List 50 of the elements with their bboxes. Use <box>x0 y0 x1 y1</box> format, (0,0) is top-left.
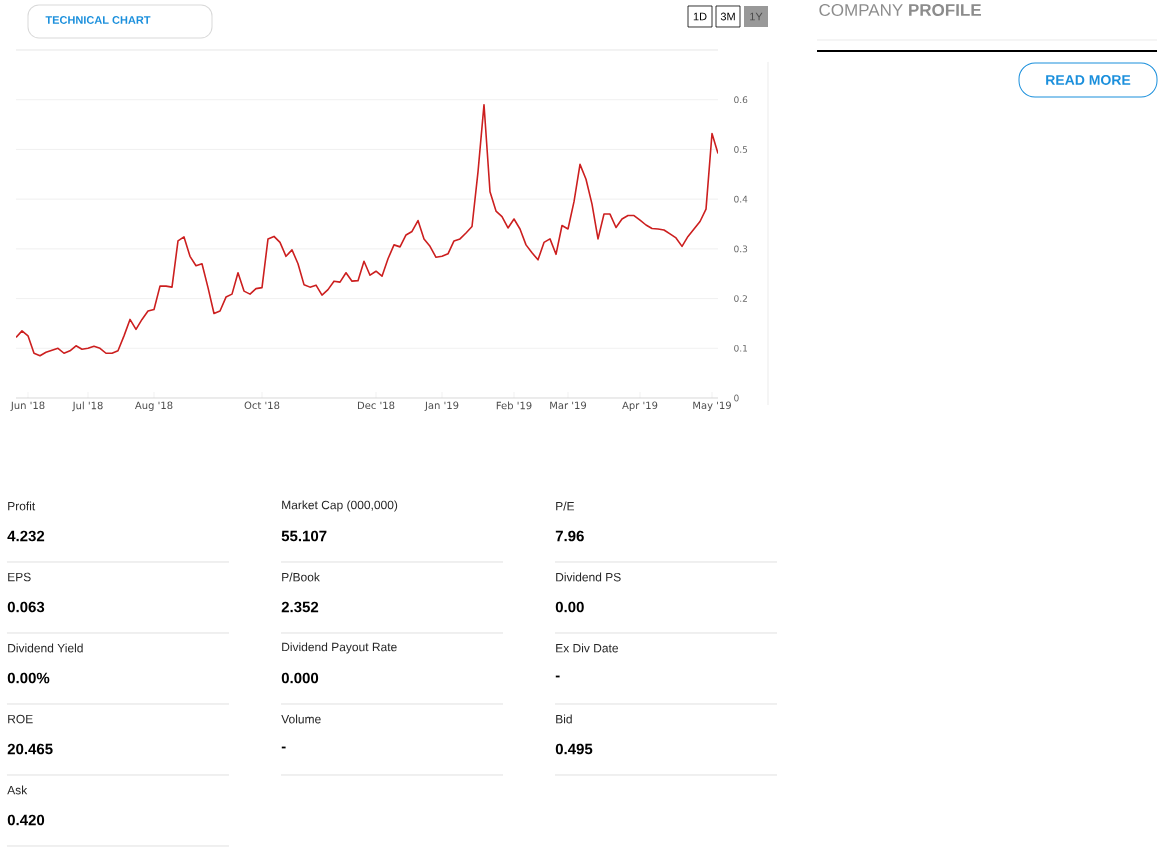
x-tick-label: Mar '19 <box>550 401 587 410</box>
y-tick-label: 0.1 <box>734 344 748 352</box>
text: 2.352 <box>281 601 319 613</box>
x-tick-label: May '19 <box>693 401 731 412</box>
text: 4.232 <box>7 530 45 542</box>
x-tick-label: Jun '18 <box>10 401 45 411</box>
text: Volume <box>281 714 321 724</box>
text: P/E <box>556 501 575 511</box>
text: EPS <box>8 572 31 582</box>
text: Bid <box>556 714 572 724</box>
text: Dividend PS <box>556 572 621 582</box>
text: Profit <box>8 501 36 511</box>
y-tick-label: 0.5 <box>734 146 748 153</box>
text: - <box>555 675 560 678</box>
x-tick-label: Dec '18 <box>357 401 395 410</box>
x-tick-label: Apr '19 <box>622 401 658 412</box>
x-tick-label: Aug '18 <box>134 401 173 412</box>
text: TECHNICAL CHART <box>45 16 151 24</box>
x-tick-label: Oct '18 <box>244 401 280 410</box>
text: P/Book <box>282 572 320 582</box>
text: 0.00 <box>555 601 584 613</box>
y-tick-label: 0.4 <box>734 195 748 203</box>
line-series <box>16 103 719 357</box>
y-tick-label: 0.3 <box>734 245 748 253</box>
text: 0.420 <box>7 814 45 826</box>
text: Ex Div Date <box>556 643 618 653</box>
text: 0.00% <box>7 672 50 684</box>
text: COMPANY PROFILE <box>819 3 981 17</box>
text: READ MORE <box>1046 75 1131 85</box>
text: 7.96 <box>555 530 584 542</box>
text: 0.063 <box>7 601 45 613</box>
x-tick-label: Jan '19 <box>424 401 459 411</box>
y-tick-label: 0.6 <box>734 96 748 104</box>
text: Dividend Yield <box>8 643 83 653</box>
x-tick-label: Feb '19 <box>496 401 532 410</box>
text: - <box>281 746 286 749</box>
text: 0.495 <box>555 743 593 755</box>
text: Dividend Payout Rate <box>282 642 397 654</box>
text: 0.000 <box>281 672 319 684</box>
text: 55.107 <box>281 530 327 542</box>
text: Ask <box>7 785 28 795</box>
y-tick-label: 0 <box>734 394 739 402</box>
text: Market Cap (000,000) <box>282 500 398 512</box>
text: 3M <box>720 12 735 21</box>
x-tick-label: Jul '18 <box>72 401 103 412</box>
text: 1Y <box>750 12 763 21</box>
text: 20.465 <box>7 743 53 755</box>
text: ROE <box>8 714 33 724</box>
y-tick-label: 0.2 <box>734 295 747 302</box>
text: 1D <box>693 12 707 21</box>
